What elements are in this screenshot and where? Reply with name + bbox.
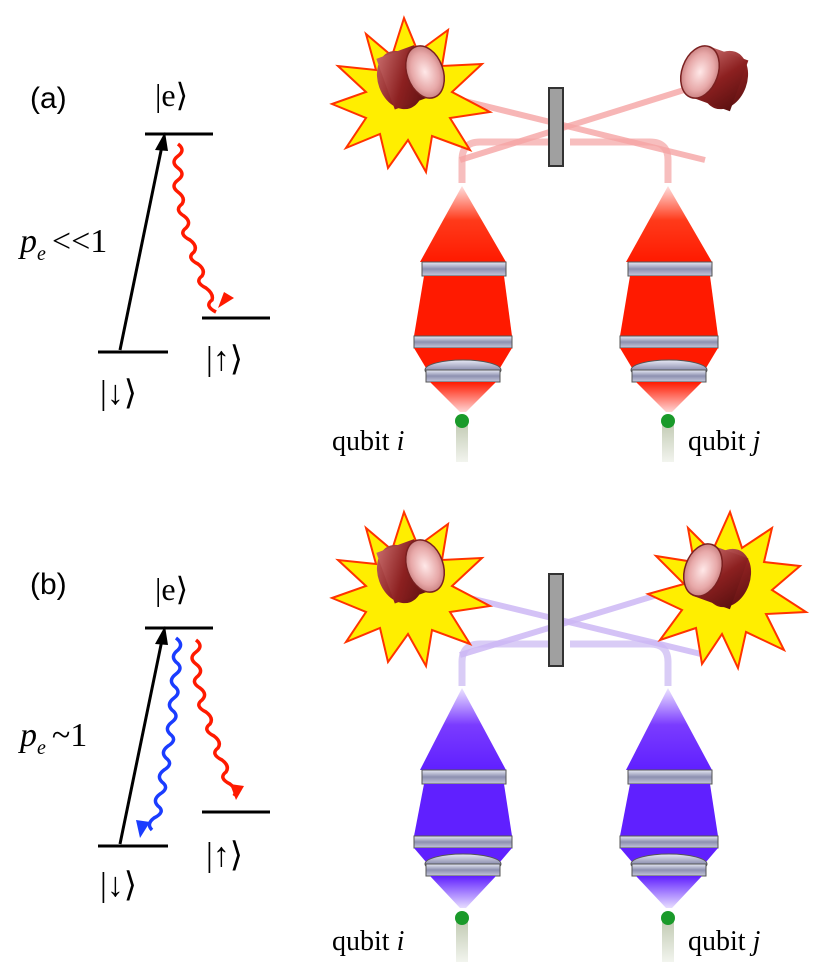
qubit-j-label-a: qubit j [688,426,761,457]
probability-a: pe <<1 [18,223,107,265]
beam-splitter-b [548,573,564,667]
down-state-b: |↓⟩ [100,867,137,904]
fiber-i-a [456,420,468,462]
objective-j-b [619,688,719,908]
excited-state-a: |e⟩ [155,77,188,113]
down-state-a: |↓⟩ [100,375,137,412]
panel-b: (b) |e⟩ |↓⟩ |↑⟩ pe ~1 [18,509,810,962]
beam-left-b [458,640,560,686]
qubit-i-label-b: qubit i [332,926,404,957]
detector-j-b [682,543,752,610]
panel-label-b: (b) [30,568,67,601]
fiber-i-b [456,918,468,962]
excitation-arrow-b [118,639,164,845]
detector-j-a [679,45,749,112]
ion-i-a [455,414,469,428]
detector-i-a [376,45,446,110]
beam-splitter-a [548,87,564,167]
ion-i-b [455,911,469,925]
fiber-j-b [662,918,674,962]
beam-left-a [458,138,560,183]
panel-a: (a) |e⟩ |↓⟩ |↑⟩ pe <<1 [18,15,761,462]
decay-arrowhead-red-a [218,292,234,308]
beam-cross-2-a [459,82,701,163]
probability-b: pe ~1 [18,717,87,759]
up-state-a: |↑⟩ [206,341,243,378]
decay-arrowhead-red-b [230,784,244,800]
objective-i-b [413,688,513,908]
fiber-j-a [662,420,674,462]
decay-wave-red-b [190,638,238,797]
decay-wave-blue-b [147,636,183,832]
objective-i-a [413,186,513,412]
excitation-arrow-a [118,145,164,351]
ion-j-b [661,911,675,925]
decay-wave-red-a [172,142,217,314]
beam-right-a [570,138,672,183]
detector-i-b [376,539,446,604]
excitation-arrowhead-b [155,626,168,645]
excited-state-b: |e⟩ [155,571,188,607]
ion-j-a [661,414,675,428]
panel-label-a: (a) [30,82,67,115]
excitation-arrowhead-a [155,132,168,151]
up-state-b: |↑⟩ [206,837,243,874]
objective-j-a [619,186,719,412]
decay-arrowhead-blue-b [136,820,150,838]
qubit-i-label-a: qubit i [332,426,404,457]
beam-right-b [570,640,672,686]
qubit-j-label-b: qubit j [688,926,761,957]
